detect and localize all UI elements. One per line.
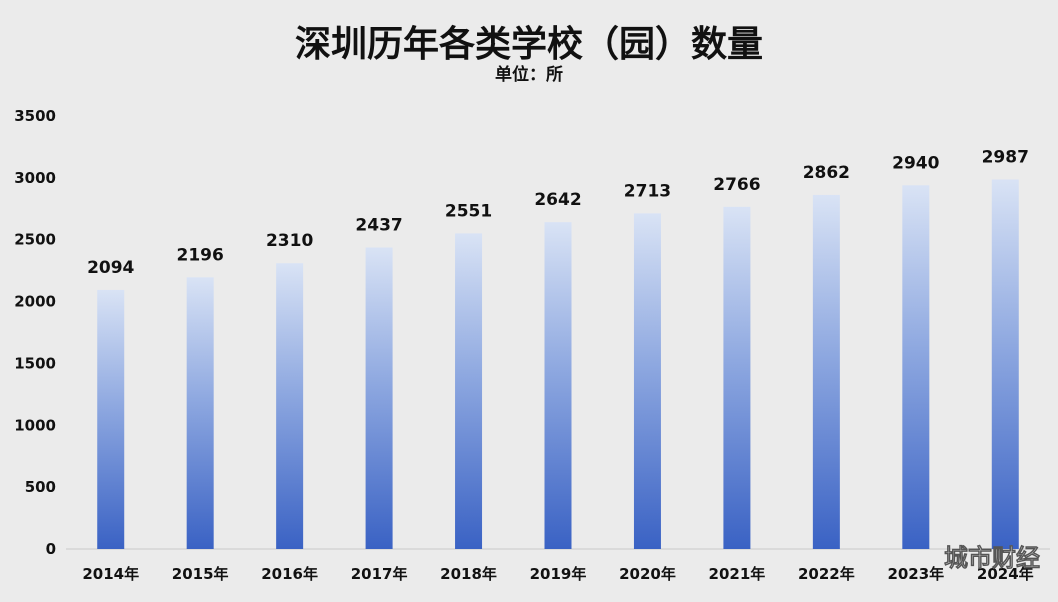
x-tick-label: 2023年 xyxy=(887,565,944,583)
y-tick-label: 2500 xyxy=(14,231,56,249)
bar xyxy=(902,185,930,549)
data-label: 2551 xyxy=(445,201,492,221)
data-label: 2642 xyxy=(534,190,581,210)
y-tick-label: 1500 xyxy=(14,354,56,372)
data-label: 2862 xyxy=(803,163,850,183)
data-label: 2094 xyxy=(87,258,134,278)
y-tick-label: 500 xyxy=(25,478,56,496)
data-label: 2713 xyxy=(624,181,671,201)
y-tick-label: 2000 xyxy=(14,293,56,311)
y-tick-label: 3000 xyxy=(14,169,56,187)
x-tick-label: 2018年 xyxy=(440,565,497,583)
y-tick-label: 1000 xyxy=(14,416,56,434)
bar xyxy=(544,222,572,549)
y-tick-label: 0 xyxy=(46,540,56,558)
x-tick-label: 2017年 xyxy=(351,565,408,583)
data-labels-group: 2094 2196 2310 2437 2551 2642 2713 2766 2862 2940… xyxy=(87,147,1029,277)
y-tick-label: 3500 xyxy=(14,107,56,125)
bars-group xyxy=(97,179,1019,550)
chart-subtitle: 单位：所 xyxy=(495,64,563,85)
bar xyxy=(991,179,1019,549)
x-tick-label: 2016年 xyxy=(261,565,318,583)
bar xyxy=(723,206,751,550)
x-tick-label: 2014年 xyxy=(82,565,139,583)
bar xyxy=(186,277,214,549)
chart-title: 深圳历年各类学校（园）数量 xyxy=(295,23,763,65)
bar xyxy=(455,233,483,550)
y-axis: 0 500 1000 1500 2000 2500 3000 3500 xyxy=(14,107,56,558)
data-label: 2766 xyxy=(713,175,760,195)
x-tick-label: 2022年 xyxy=(798,565,855,583)
data-label: 2987 xyxy=(982,147,1029,167)
x-axis: 2014年 2015年 2016年 2017年 2018年 2019年 2020年 2021年… xyxy=(82,565,1033,583)
x-tick-label: 2015年 xyxy=(172,565,229,583)
bar xyxy=(276,263,304,549)
x-tick-label: 2021年 xyxy=(709,565,766,583)
x-tick-label: 2020年 xyxy=(619,565,676,583)
x-tick-label: 2024年 xyxy=(977,565,1034,583)
data-label: 2310 xyxy=(266,231,313,251)
data-label: 2940 xyxy=(892,153,939,173)
watermark: 城市财经 xyxy=(944,544,1040,572)
bar xyxy=(633,213,661,549)
data-label: 2437 xyxy=(355,216,402,236)
bar xyxy=(365,247,393,549)
data-label: 2196 xyxy=(177,245,224,265)
bar xyxy=(812,194,840,549)
bar xyxy=(97,289,125,549)
x-tick-label: 2019年 xyxy=(530,565,587,583)
